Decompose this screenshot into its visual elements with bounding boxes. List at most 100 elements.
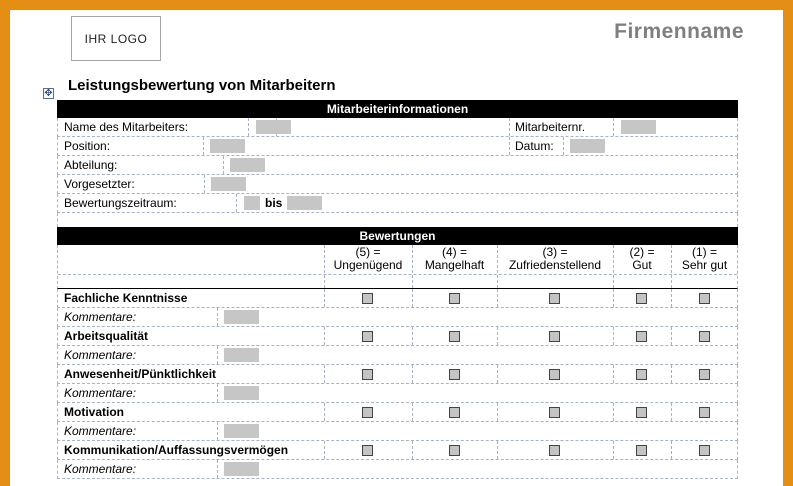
rating-checkbox-5[interactable] bbox=[362, 407, 373, 418]
cell-divider bbox=[509, 118, 510, 136]
scale-header-4: (4) = Mangelhaft bbox=[412, 245, 497, 273]
scale-2-label: Gut bbox=[632, 258, 652, 272]
cell-divider bbox=[412, 403, 413, 421]
period-row: Bewertungszeitraum: bis bbox=[57, 194, 738, 213]
cell-divider bbox=[412, 245, 413, 288]
rating-checkbox-2[interactable] bbox=[636, 407, 647, 418]
comment-field[interactable] bbox=[224, 310, 259, 324]
comment-field[interactable] bbox=[224, 462, 259, 476]
department-field[interactable] bbox=[230, 158, 265, 172]
comment-row: Kommentare: bbox=[57, 346, 738, 365]
comment-row: Kommentare: bbox=[57, 384, 738, 403]
employee-name-row: Name des Mitarbeiters: Mitarbeiternr. bbox=[57, 118, 738, 137]
rating-checkbox-4[interactable] bbox=[449, 293, 460, 304]
rating-checkbox-1[interactable] bbox=[699, 293, 710, 304]
rating-checkbox-4[interactable] bbox=[449, 369, 460, 380]
cell-divider bbox=[613, 245, 614, 288]
rating-checkbox-2[interactable] bbox=[636, 293, 647, 304]
rating-checkbox-2[interactable] bbox=[636, 331, 647, 342]
scale-4-label: Mangelhaft bbox=[424, 258, 485, 272]
rating-checkbox-3[interactable] bbox=[549, 293, 560, 304]
ratings-section-title: Bewertungen bbox=[359, 229, 436, 243]
rating-checkbox-1[interactable] bbox=[699, 331, 710, 342]
comment-label: Kommentare: bbox=[64, 424, 137, 438]
position-field[interactable] bbox=[210, 139, 245, 153]
cell-divider bbox=[324, 245, 325, 288]
scale-header-1: (1) = Sehr gut bbox=[671, 245, 738, 273]
cell-divider bbox=[563, 137, 564, 155]
comment-field[interactable] bbox=[224, 348, 259, 362]
cell-divider bbox=[671, 245, 672, 288]
department-row: Abteilung: bbox=[57, 156, 738, 175]
header-divider bbox=[58, 274, 737, 275]
rating-checkbox-3[interactable] bbox=[549, 331, 560, 342]
cell-divider bbox=[671, 327, 672, 345]
cell-divider bbox=[217, 384, 218, 402]
employee-number-label: Mitarbeiternr. bbox=[515, 120, 586, 134]
cell-divider bbox=[223, 156, 224, 174]
cell-divider bbox=[613, 441, 614, 459]
rating-checkbox-4[interactable] bbox=[449, 445, 460, 456]
document-title: Leistungsbewertung von Mitarbeitern bbox=[68, 77, 336, 94]
rating-checkbox-5[interactable] bbox=[362, 369, 373, 380]
criterion-row: Anwesenheit/Pünktlichkeit bbox=[57, 365, 738, 384]
cell-divider bbox=[497, 245, 498, 288]
cell-divider bbox=[217, 422, 218, 440]
cell-divider bbox=[497, 365, 498, 383]
scale-1-label: Sehr gut bbox=[681, 258, 728, 272]
employee-name-field[interactable] bbox=[256, 120, 291, 134]
rating-checkbox-3[interactable] bbox=[549, 369, 560, 380]
date-field[interactable] bbox=[570, 139, 605, 153]
rating-checkbox-5[interactable] bbox=[362, 293, 373, 304]
cell-divider bbox=[497, 441, 498, 459]
criteria-list: Fachliche Kenntnisse Kommentare: Arbeitsqu… bbox=[57, 289, 738, 479]
supervisor-field[interactable] bbox=[211, 177, 246, 191]
scale-3-label: Zufriedenstellend bbox=[508, 258, 602, 272]
criterion-row: Fachliche Kenntnisse bbox=[57, 289, 738, 308]
scale-3-value: (3) = bbox=[542, 245, 568, 259]
cell-divider bbox=[217, 346, 218, 364]
period-label: Bewertungszeitraum: bbox=[64, 196, 177, 210]
employee-section-header: Mitarbeiterinformationen bbox=[57, 100, 738, 118]
evaluation-form: Mitarbeiterinformationen Name des Mitarb… bbox=[57, 100, 738, 479]
comment-label: Kommentare: bbox=[64, 386, 137, 400]
rating-checkbox-3[interactable] bbox=[549, 445, 560, 456]
rating-checkbox-1[interactable] bbox=[699, 445, 710, 456]
supervisor-label: Vorgesetzter: bbox=[64, 177, 135, 191]
rating-checkbox-5[interactable] bbox=[362, 331, 373, 342]
employee-name-label: Name des Mitarbeiters: bbox=[64, 120, 189, 134]
rating-checkbox-2[interactable] bbox=[636, 369, 647, 380]
comment-row: Kommentare: bbox=[57, 422, 738, 441]
scale-4-value: (4) = bbox=[441, 245, 467, 259]
rating-checkbox-1[interactable] bbox=[699, 369, 710, 380]
rating-checkbox-4[interactable] bbox=[449, 407, 460, 418]
criterion-label: Motivation bbox=[64, 405, 124, 419]
period-to-field[interactable] bbox=[287, 196, 322, 210]
comment-field[interactable] bbox=[224, 424, 259, 438]
supervisor-row: Vorgesetzter: bbox=[57, 175, 738, 194]
comment-field[interactable] bbox=[224, 386, 259, 400]
company-name: Firmenname bbox=[614, 20, 744, 43]
scale-header-3: (3) = Zufriedenstellend bbox=[497, 245, 613, 273]
cell-divider bbox=[671, 403, 672, 421]
employee-number-field[interactable] bbox=[621, 120, 656, 134]
cell-divider bbox=[613, 403, 614, 421]
cell-divider bbox=[324, 365, 325, 383]
cell-divider bbox=[412, 441, 413, 459]
ratings-section-header: Bewertungen bbox=[57, 227, 738, 245]
rating-checkbox-2[interactable] bbox=[636, 445, 647, 456]
cell-divider bbox=[613, 289, 614, 307]
logo-placeholder: IHR LOGO bbox=[71, 16, 161, 61]
comment-label: Kommentare: bbox=[64, 462, 137, 476]
comment-label: Kommentare: bbox=[64, 310, 137, 324]
rating-checkbox-3[interactable] bbox=[549, 407, 560, 418]
period-from-field[interactable] bbox=[244, 196, 260, 210]
rating-checkbox-4[interactable] bbox=[449, 331, 460, 342]
rating-checkbox-5[interactable] bbox=[362, 445, 373, 456]
cell-divider bbox=[509, 137, 510, 155]
rating-checkbox-1[interactable] bbox=[699, 407, 710, 418]
criterion-row: Kommunikation/Auffassungsvermögen bbox=[57, 441, 738, 460]
cell-divider bbox=[324, 327, 325, 345]
table-move-handle-icon[interactable]: ✥ bbox=[43, 88, 54, 99]
cell-divider bbox=[324, 403, 325, 421]
